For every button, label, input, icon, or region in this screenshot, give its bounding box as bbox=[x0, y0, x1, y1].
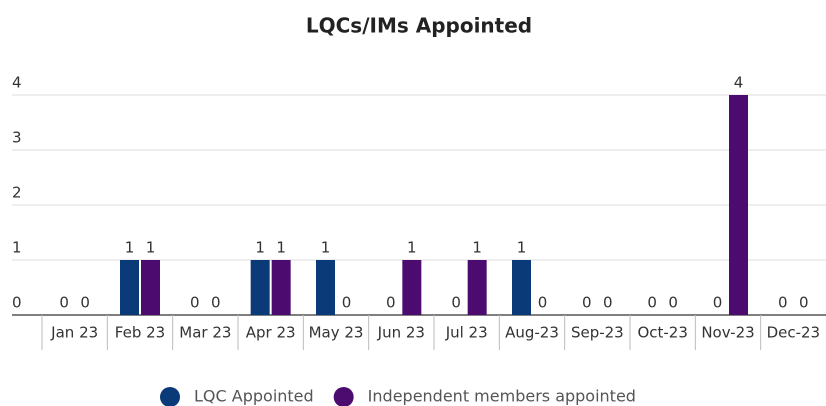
y-tick-label: 0 bbox=[12, 294, 22, 312]
data-label: 0 bbox=[451, 294, 461, 312]
bar bbox=[271, 260, 291, 315]
y-tick-label: 4 bbox=[12, 74, 22, 92]
data-label: 1 bbox=[321, 239, 331, 257]
data-label: 0 bbox=[582, 294, 592, 312]
bar bbox=[120, 260, 139, 315]
x-tick-label: Jan 23 bbox=[50, 324, 98, 342]
x-tick-label: Aug-23 bbox=[505, 324, 559, 342]
bar bbox=[250, 260, 270, 315]
data-label: 0 bbox=[211, 294, 221, 312]
x-tick-label: May 23 bbox=[309, 324, 364, 342]
y-tick-label: 3 bbox=[12, 129, 22, 147]
x-tick-label: Nov-23 bbox=[701, 324, 754, 342]
bar bbox=[512, 260, 531, 315]
data-label: 0 bbox=[668, 294, 678, 312]
data-label: 0 bbox=[80, 294, 90, 312]
data-label: 0 bbox=[190, 294, 200, 312]
data-label: 0 bbox=[603, 294, 613, 312]
bar bbox=[467, 260, 487, 315]
x-tick-label: Sep-23 bbox=[571, 324, 624, 342]
data-label: 1 bbox=[125, 239, 135, 257]
legend-marker bbox=[333, 387, 354, 406]
x-tick-label: Jun 23 bbox=[377, 324, 425, 342]
y-tick-label: 2 bbox=[12, 184, 22, 202]
data-label: 0 bbox=[538, 294, 548, 312]
bar bbox=[316, 260, 335, 315]
data-label: 0 bbox=[342, 294, 352, 312]
x-tick-label: Apr 23 bbox=[246, 324, 296, 342]
x-tick-label: Feb 23 bbox=[115, 324, 165, 342]
data-label: 0 bbox=[713, 294, 723, 312]
bar bbox=[729, 95, 748, 315]
x-tick-label: Mar 23 bbox=[179, 324, 231, 342]
data-label: 1 bbox=[276, 239, 286, 257]
data-label: 0 bbox=[778, 294, 788, 312]
legend-label: LQC Appointed bbox=[194, 387, 314, 406]
data-label: 1 bbox=[407, 239, 417, 257]
legend-marker bbox=[160, 387, 180, 406]
data-label: 0 bbox=[386, 294, 396, 312]
data-label: 4 bbox=[734, 74, 744, 92]
data-label: 0 bbox=[59, 294, 69, 312]
x-tick-label: Dec-23 bbox=[767, 324, 821, 342]
bar bbox=[402, 260, 422, 315]
x-tick-label: Jul 23 bbox=[445, 324, 488, 342]
data-label: 1 bbox=[146, 239, 156, 257]
data-label: 0 bbox=[799, 294, 809, 312]
bar bbox=[141, 260, 160, 315]
y-tick-label: 1 bbox=[12, 239, 22, 257]
data-label: 1 bbox=[472, 239, 482, 257]
x-tick-label: Oct-23 bbox=[637, 324, 687, 342]
data-label: 0 bbox=[647, 294, 657, 312]
data-label: 1 bbox=[517, 239, 527, 257]
legend-label: Independent members appointed bbox=[368, 387, 636, 406]
chart-title: LQCs/IMs Appointed bbox=[306, 14, 532, 38]
data-label: 1 bbox=[255, 239, 265, 257]
